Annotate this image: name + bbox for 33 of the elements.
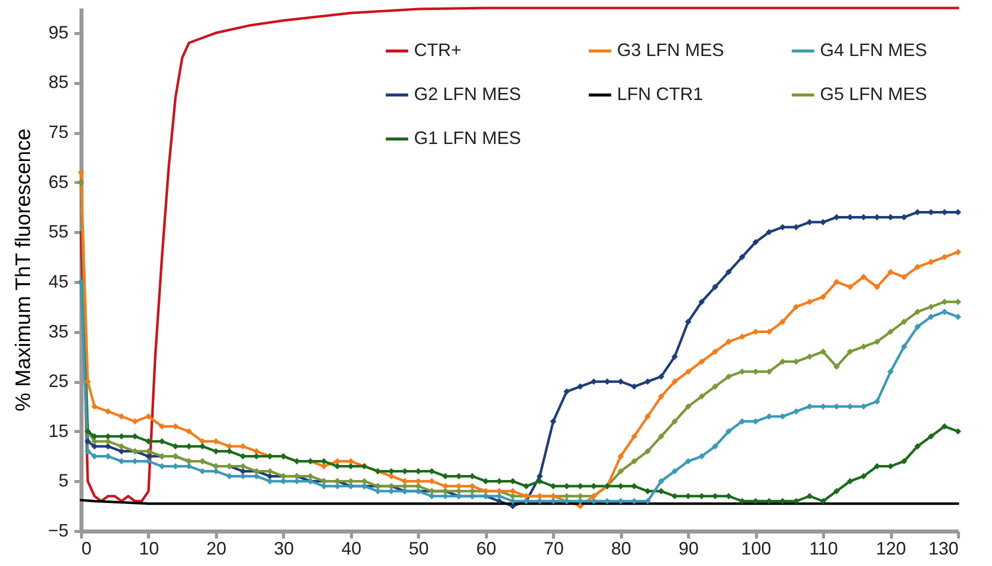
- y-tick-label: 25: [48, 371, 68, 392]
- legend-label: G3 LFN MES: [617, 40, 724, 60]
- x-tick-label: 70: [544, 538, 564, 558]
- x-tick-label: 10: [138, 538, 159, 558]
- x-tick-label: 120: [876, 538, 906, 558]
- y-tick-label: 85: [48, 72, 68, 92]
- legend-label: G1 LFN MES: [414, 128, 522, 148]
- y-tick-label: 75: [48, 122, 68, 142]
- y-tick-label: −5: [48, 520, 68, 540]
- legend-label: LFN CTR1: [617, 84, 704, 104]
- x-tick-label: 80: [611, 538, 632, 558]
- x-tick-label: 90: [678, 538, 699, 558]
- x-tick-label: 30: [274, 538, 294, 558]
- legend-label: G5 LFN MES: [820, 84, 928, 104]
- legend-label: G4 LFN MES: [820, 40, 928, 60]
- y-tick-label: 65: [48, 172, 68, 192]
- x-tick-label: 60: [476, 538, 496, 558]
- x-tick-label: 50: [408, 538, 429, 558]
- x-tick-label: 110: [809, 538, 838, 558]
- x-tick-label: 40: [341, 538, 362, 558]
- legend-label: CTR+: [414, 40, 462, 60]
- x-tick-label: 0: [82, 538, 92, 558]
- x-tick-label: 130: [928, 538, 958, 558]
- y-axis-title: % Maximum ThT fluorescence: [12, 128, 35, 412]
- y-tick-label: 95: [48, 22, 68, 42]
- y-tick-label: 55: [48, 222, 68, 242]
- y-tick-label: 5: [58, 470, 68, 491]
- x-tick-label: 100: [741, 538, 772, 558]
- y-tick-label: 45: [48, 271, 68, 292]
- y-tick-label: 15: [48, 420, 68, 441]
- legend-label: G2 LFN MES: [414, 84, 522, 104]
- y-tick-label: 35: [48, 321, 68, 342]
- x-tick-label: 20: [206, 538, 226, 558]
